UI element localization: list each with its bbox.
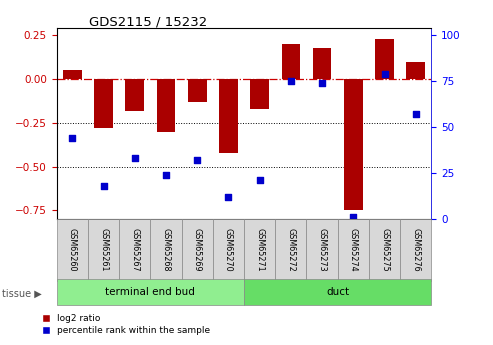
Bar — [213, 219, 244, 281]
Bar — [406, 62, 425, 79]
Bar — [375, 39, 394, 79]
Bar — [313, 48, 331, 79]
Text: GSM65276: GSM65276 — [411, 228, 420, 272]
Text: GSM65271: GSM65271 — [255, 228, 264, 272]
Bar — [275, 219, 307, 281]
Legend: log2 ratio, percentile rank within the sample: log2 ratio, percentile rank within the s… — [39, 311, 214, 339]
Text: GSM65268: GSM65268 — [162, 228, 171, 272]
Bar — [150, 219, 181, 281]
Bar — [369, 219, 400, 281]
Text: GSM65269: GSM65269 — [193, 228, 202, 272]
Point — [100, 183, 107, 189]
Bar — [250, 79, 269, 109]
Text: duct: duct — [326, 287, 349, 297]
Bar — [282, 44, 300, 79]
Bar — [181, 219, 213, 281]
Text: GSM65261: GSM65261 — [99, 228, 108, 272]
Text: tissue ▶: tissue ▶ — [2, 289, 42, 299]
Point — [162, 172, 170, 178]
Text: GSM65270: GSM65270 — [224, 228, 233, 272]
Text: GSM65275: GSM65275 — [380, 228, 389, 272]
Text: GSM65267: GSM65267 — [130, 228, 139, 272]
Point — [350, 215, 357, 220]
Bar — [57, 279, 244, 305]
Bar — [244, 279, 431, 305]
Bar — [344, 79, 363, 210]
Point — [412, 111, 420, 117]
Text: GSM65260: GSM65260 — [68, 228, 77, 272]
Point — [131, 156, 139, 161]
Point — [381, 71, 388, 77]
Point — [318, 80, 326, 86]
Bar — [125, 79, 144, 111]
Bar — [94, 79, 113, 128]
Text: GSM65273: GSM65273 — [317, 228, 326, 272]
Point — [287, 78, 295, 84]
Bar — [219, 79, 238, 152]
Bar — [244, 219, 275, 281]
Text: GSM65272: GSM65272 — [286, 228, 295, 272]
Point — [224, 194, 232, 200]
Text: GDS2115 / 15232: GDS2115 / 15232 — [89, 16, 207, 29]
Point — [256, 178, 264, 183]
Bar — [188, 79, 207, 102]
Bar — [157, 79, 176, 132]
Point — [69, 136, 76, 141]
Bar — [57, 219, 88, 281]
Bar — [88, 219, 119, 281]
Bar — [307, 219, 338, 281]
Bar — [338, 219, 369, 281]
Text: GSM65274: GSM65274 — [349, 228, 358, 272]
Bar — [119, 219, 150, 281]
Point — [193, 158, 201, 163]
Text: terminal end bud: terminal end bud — [106, 287, 195, 297]
Bar — [63, 70, 82, 79]
Bar — [400, 219, 431, 281]
